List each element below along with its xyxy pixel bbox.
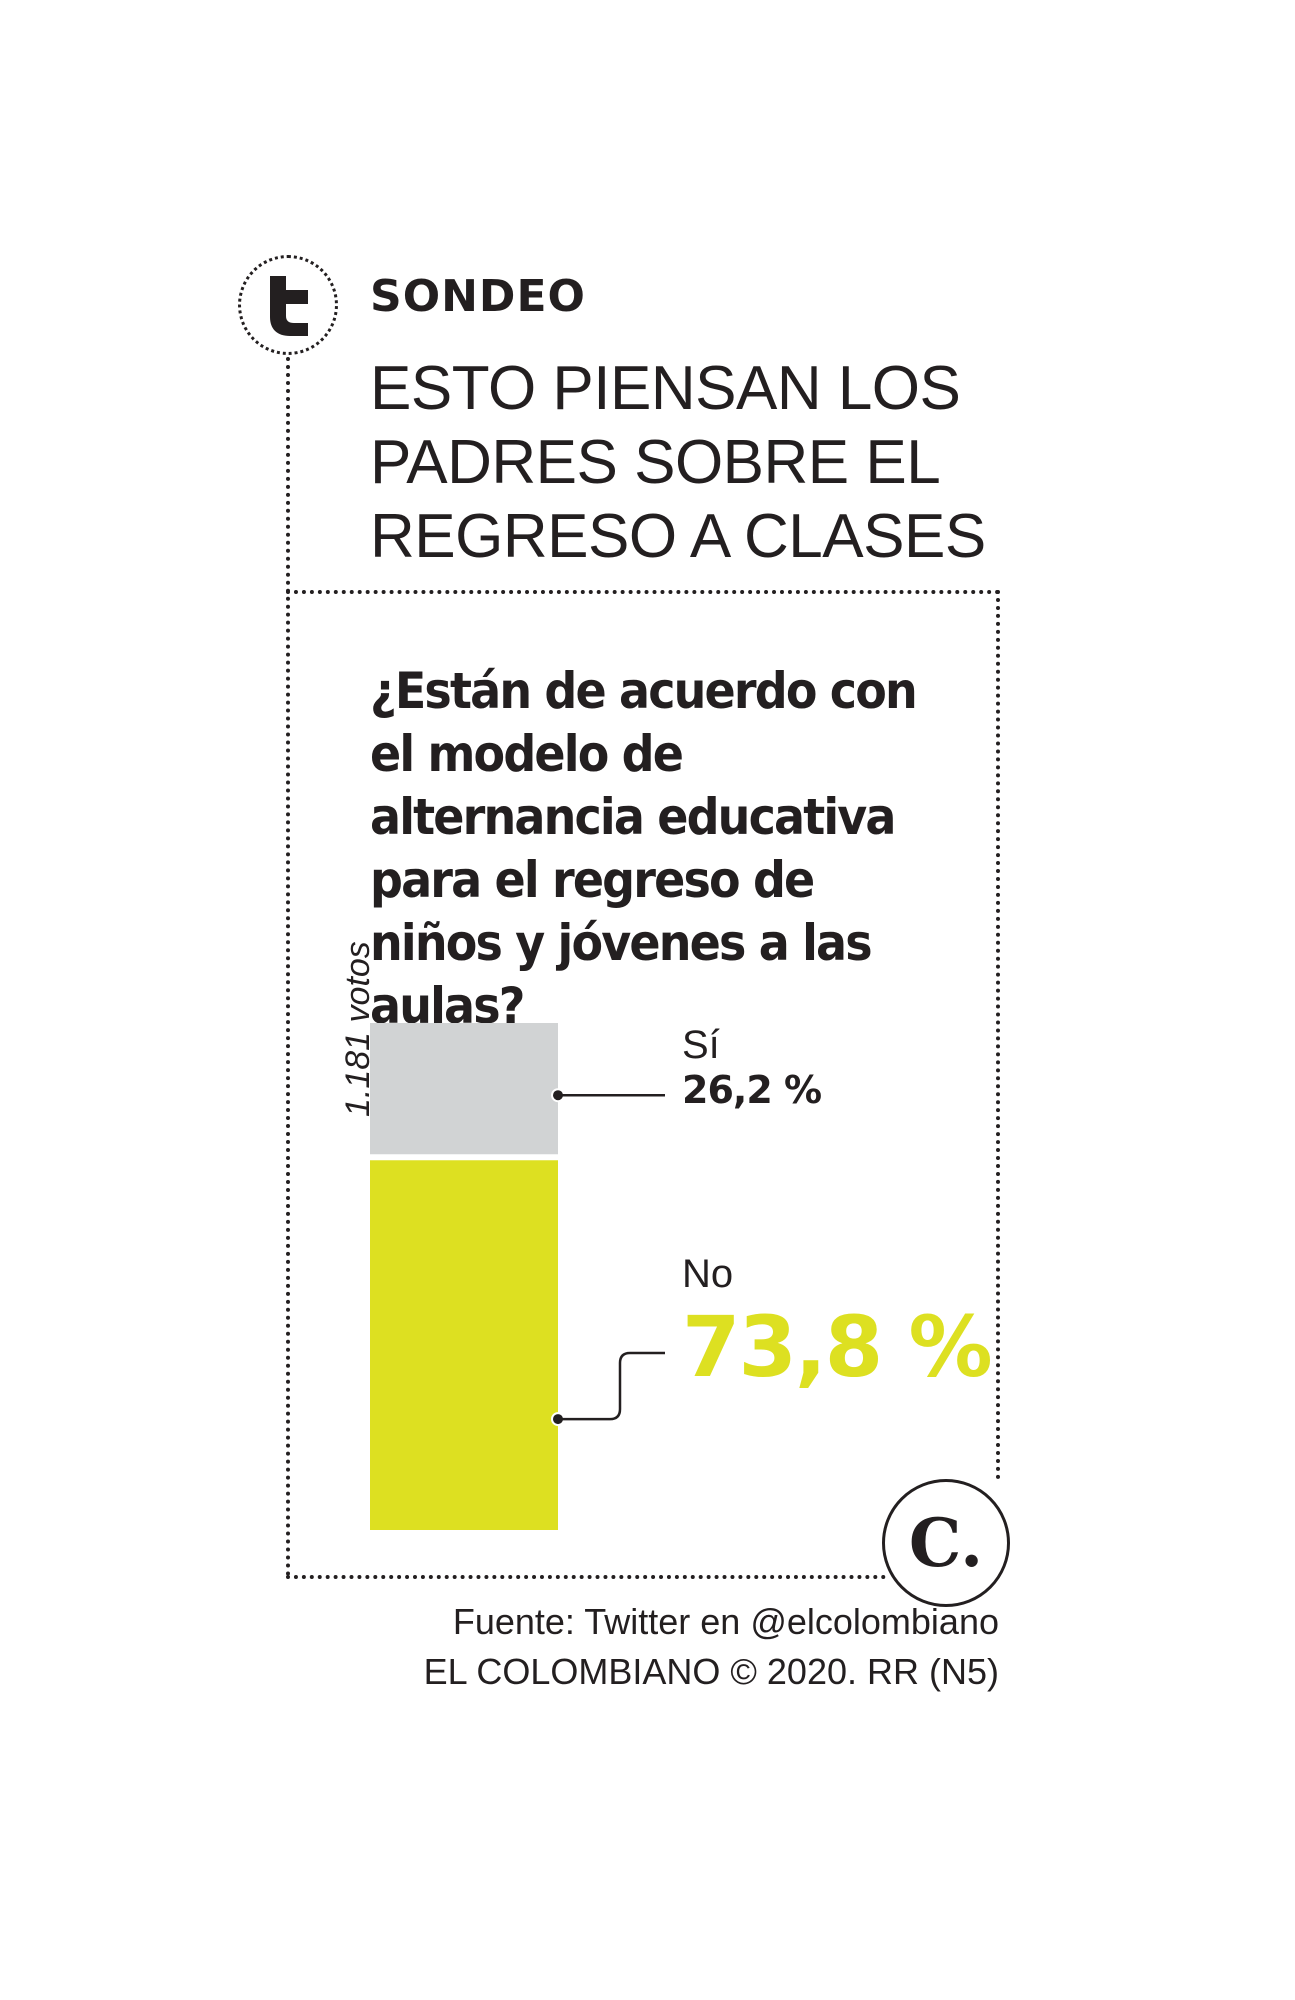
category-label-si: Sí (682, 1023, 720, 1067)
headline-line: PADRES SOBRE EL (370, 428, 941, 497)
logo-letter: C. (908, 1504, 984, 1582)
connector-line (286, 357, 290, 1577)
el-colombiano-logo: C. (882, 1479, 1010, 1607)
twitter-icon (238, 255, 338, 355)
headline-line: REGRESO A CLASES (370, 502, 986, 571)
value-label-si: 26,2 % (682, 1068, 822, 1113)
twitter-glyph (270, 276, 308, 336)
frame-right (996, 590, 1000, 1480)
leader-line-no (558, 1351, 665, 1421)
bar-segment-no (370, 1160, 558, 1530)
value-label-no: 73,8 % (682, 1298, 993, 1396)
bars-group (370, 1023, 558, 1530)
leaders-group (551, 1088, 665, 1427)
section-label: SONDEO (370, 271, 586, 322)
bar-segment-si (370, 1023, 558, 1155)
credit-text: EL COLOMBIANO © 2020. RR (N5) (423, 1651, 999, 1692)
category-label-no: No (682, 1252, 734, 1297)
question: ¿Están de acuerdo con el modelo de alter… (370, 662, 918, 1035)
source-text: Fuente: Twitter en @elcolombiano (452, 1601, 999, 1642)
frame-bottom (286, 1575, 886, 1579)
headline: ESTO PIENSAN LOS PADRES SOBRE EL REGRESO… (370, 352, 1070, 574)
frame-top (286, 590, 1000, 594)
headline-line: ESTO PIENSAN LOS (370, 354, 961, 423)
